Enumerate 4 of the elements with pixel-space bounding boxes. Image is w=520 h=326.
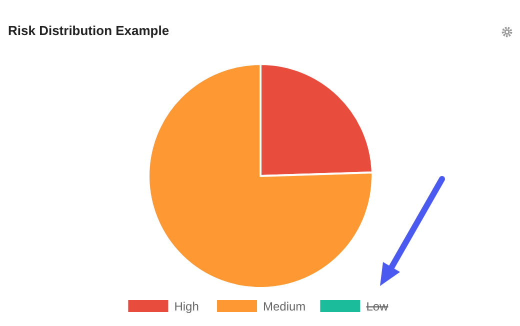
chart-title: Risk Distribution Example [8, 23, 170, 38]
legend-label: High [174, 300, 199, 314]
legend-label: Medium [263, 300, 306, 314]
legend-label: Low [366, 300, 389, 314]
